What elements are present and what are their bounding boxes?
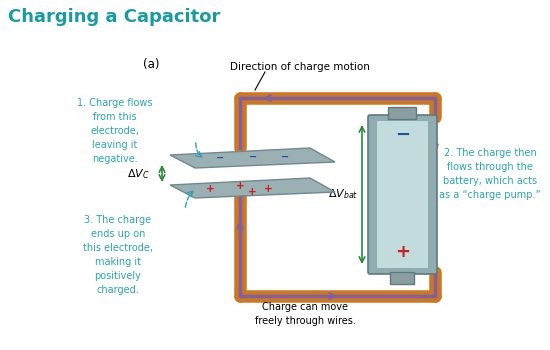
Polygon shape	[170, 148, 335, 168]
FancyBboxPatch shape	[377, 121, 428, 268]
Text: $\Delta V_C$: $\Delta V_C$	[128, 167, 150, 181]
Text: +: +	[235, 181, 244, 191]
Text: Direction of charge motion: Direction of charge motion	[230, 62, 370, 72]
Text: 1. Charge flows
from this
electrode,
leaving it
negative.: 1. Charge flows from this electrode, lea…	[77, 98, 153, 164]
Text: 2. The charge then
flows through the
battery, which acts
as a “charge pump.”: 2. The charge then flows through the bat…	[439, 148, 541, 200]
Text: $\Delta V_{bat}$: $\Delta V_{bat}$	[328, 187, 358, 201]
Text: −: −	[249, 152, 257, 162]
Text: −: −	[395, 126, 410, 144]
Text: (a): (a)	[143, 58, 160, 71]
Polygon shape	[170, 178, 335, 198]
Text: +: +	[206, 184, 214, 194]
Text: Charge can move
freely through wires.: Charge can move freely through wires.	[255, 302, 355, 326]
Text: −: −	[281, 152, 289, 162]
Text: +: +	[395, 243, 410, 261]
Text: 3. The charge
ends up on
this electrode,
making it
positively
charged.: 3. The charge ends up on this electrode,…	[83, 215, 153, 295]
FancyBboxPatch shape	[388, 107, 416, 119]
FancyBboxPatch shape	[368, 115, 437, 274]
Text: −: −	[216, 153, 224, 163]
FancyBboxPatch shape	[390, 272, 414, 284]
Text: +: +	[263, 184, 272, 194]
Text: +: +	[248, 187, 256, 197]
Text: Charging a Capacitor: Charging a Capacitor	[8, 8, 221, 26]
